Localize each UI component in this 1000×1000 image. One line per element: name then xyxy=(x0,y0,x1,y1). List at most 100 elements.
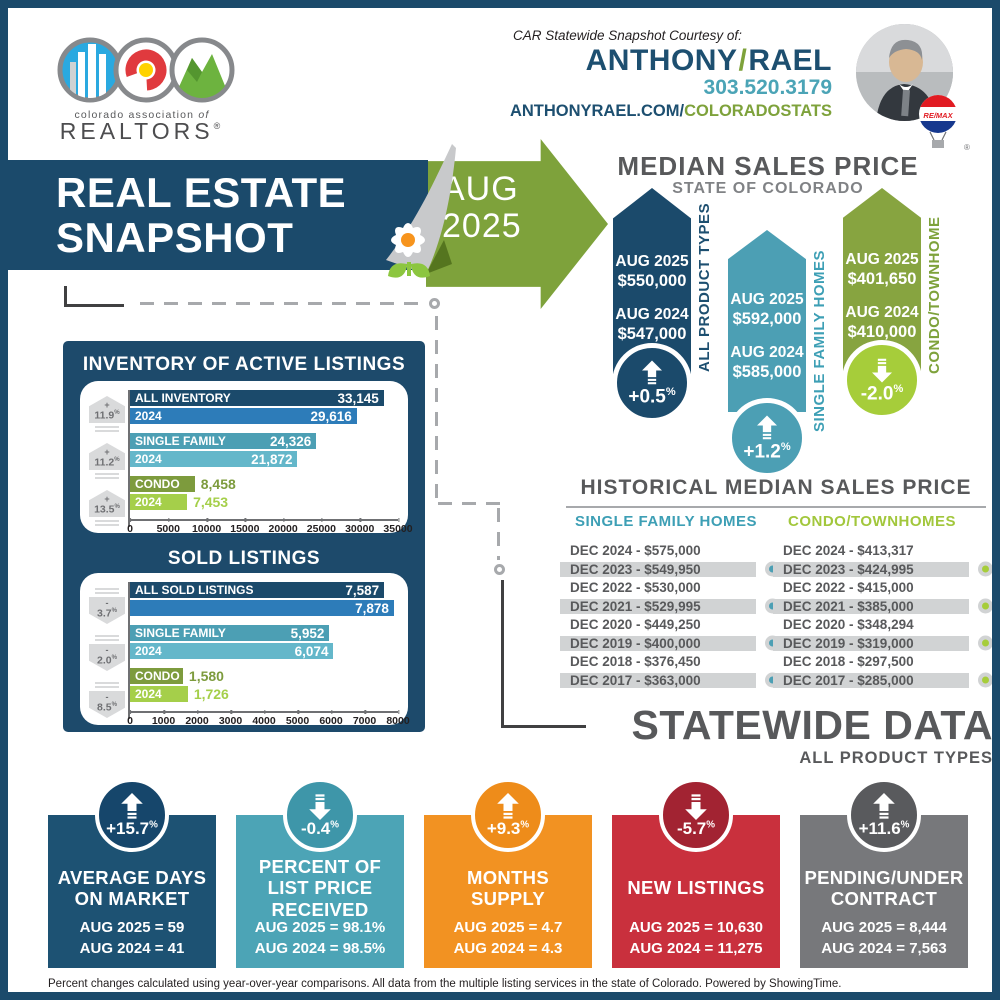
change-marker-up: +11.9% xyxy=(89,396,125,432)
kpi-percent-of-list-price: -0.4% PERCENT OF LIST PRICE RECEIVED AUG… xyxy=(236,778,404,968)
historical-row: DEC 2024 - $413,317 xyxy=(783,543,914,559)
inventory-chart-title: INVENTORY OF ACTIVE LISTINGS xyxy=(82,354,406,375)
bar-row: 2024 1,726 xyxy=(130,686,398,702)
inventory-x-axis: 0 5000 10000 15000 20000 25000 30000 35000 xyxy=(127,518,413,535)
kpi-title: PERCENT OF LIST PRICE RECEIVED xyxy=(258,856,382,920)
connector-dashed-line xyxy=(497,508,500,560)
kpi-change-value: -0.4% xyxy=(300,819,340,838)
connector-node xyxy=(429,298,440,309)
median-change-value: +1.2% xyxy=(743,440,791,463)
change-marker-up: +11.2% xyxy=(89,443,125,479)
inventory-plot-area: ALL INVENTORY 33,145 2024 29,616 SINGLE FA… xyxy=(127,390,413,535)
historical-row-highlight: DEC 2017 - $285,000 xyxy=(773,672,992,688)
bar-row: 2024 21,872 xyxy=(130,451,398,467)
historical-row-highlight: DEC 2019 - $319,000 xyxy=(773,635,992,651)
historical-row: DEC 2018 - $376,450 xyxy=(570,654,701,670)
connector-bracket xyxy=(64,286,124,307)
courtesy-text: CAR Statewide Snapshot Courtesy of: xyxy=(513,28,742,43)
banner-month: AUG xyxy=(442,170,519,208)
connector-dashed-line xyxy=(140,302,426,305)
logo-line2: REALTORS® xyxy=(60,118,225,144)
connector-dashed-line xyxy=(438,502,500,505)
down-arrow-icon xyxy=(872,358,892,383)
kpi-stats: AUG 2025 = 4.7 AUG 2024 = 4.3 xyxy=(453,919,563,957)
historical-row-highlight: DEC 2019 - $400,000 xyxy=(560,635,780,651)
down-arrow-icon xyxy=(685,794,707,820)
green-dot-icon xyxy=(978,635,992,651)
kpi-change-value: -5.7% xyxy=(676,819,716,838)
kpi-stats: AUG 2025 = 59 AUG 2024 = 41 xyxy=(79,919,185,957)
bar-row: 7,878 xyxy=(130,600,398,616)
bar-row: 2024 6,074 xyxy=(130,643,398,659)
kpi-change-circle: +15.7% xyxy=(95,778,169,852)
kpi-change-value: +15.7% xyxy=(106,819,158,838)
kpi-stats: AUG 2025 = 8,444 AUG 2024 = 7,563 xyxy=(821,919,947,957)
sold-chart-title: SOLD LISTINGS xyxy=(167,548,321,569)
up-arrow-icon xyxy=(757,415,777,440)
footer-disclaimer: Percent changes calculated using year-ov… xyxy=(48,978,842,990)
agent-name-slash: / xyxy=(738,44,748,77)
bar-row: CONDO 1,580 xyxy=(130,668,398,684)
website-main: ANTHONYRAEL.COM/ xyxy=(509,102,685,120)
up-arrow-icon xyxy=(497,793,519,819)
bar-row: SINGLE FAMILY 24,326 xyxy=(130,433,398,449)
median-change-circle-single-family: +1.2% xyxy=(727,398,807,478)
median-category-label: CONDO/TOWNHOME xyxy=(926,216,943,374)
green-dot-icon xyxy=(978,672,992,688)
inventory-chart: +11.9% +11.2% +13.5% ALL INVENTORY 33,145 xyxy=(80,381,413,535)
sold-plot-area: ALL SOLD LISTINGS 7,587 7,878 SINGLE FAMI… xyxy=(127,582,410,727)
green-dot-icon xyxy=(978,598,992,614)
kpi-change-circle: -0.4% xyxy=(283,778,357,852)
flower-icon xyxy=(388,223,430,278)
bar-row: ALL SOLD LISTINGS 7,587 xyxy=(130,582,398,598)
up-arrow-icon xyxy=(642,360,662,385)
statewide-subtitle: ALL PRODUCT TYPES xyxy=(799,749,993,767)
connector-node xyxy=(494,564,505,575)
kpi-title: PENDING/UNDER CONTRACT xyxy=(804,866,964,909)
historical-row: DEC 2022 - $415,000 xyxy=(783,580,914,596)
agent-name: ANTHONY/RAEL xyxy=(586,44,832,78)
kpi-change-value: +9.3% xyxy=(486,819,530,838)
median-change-value: +0.5% xyxy=(628,385,676,408)
median-row: AUG 2024 $585,000 xyxy=(730,343,804,381)
sold-x-axis: 0 1000 2000 3000 4000 5000 6000 7000 8000 xyxy=(127,710,410,727)
kpi-change-value: +11.6% xyxy=(858,819,910,838)
up-arrow-icon xyxy=(121,793,143,819)
banner-title: REAL ESTATE SNAPSHOT xyxy=(56,170,346,261)
kpi-stats: AUG 2025 = 10,630 AUG 2024 = 11,275 xyxy=(629,919,763,957)
green-dot-icon xyxy=(978,561,992,577)
kpi-months-supply: +9.3% MONTHS SUPPLY AUG 2025 = 4.7 AUG 20… xyxy=(424,778,592,968)
sold-chart: -3.7% -2.0% -8.5% ALL SOLD LISTINGS 7,587… xyxy=(80,573,410,727)
bar-row: CONDO 8,458 xyxy=(130,476,398,492)
historical-col-header-sfh: SINGLE FAMILY HOMES xyxy=(575,513,758,530)
agent-website-link[interactable]: ANTHONYRAEL.COM/COLORADOSTATS xyxy=(510,102,832,121)
historical-row-highlight: DEC 2017 - $363,000 xyxy=(560,672,780,688)
historical-col-header-condo: CONDO/TOWNHOMES xyxy=(788,513,957,530)
banner-date: AUG 2025 xyxy=(442,171,522,244)
kpi-change-circle: -5.7% xyxy=(659,778,733,852)
median-arrow-single-family: AUG 2025 $592,000 AUG 2024 $585,000 xyxy=(728,230,806,412)
kpi-average-days-on-market: +15.7% AVERAGE DAYS ON MARKET AUG 2025 =… xyxy=(48,778,216,968)
down-arrow-icon xyxy=(309,794,331,820)
connector-dashed-line xyxy=(435,316,438,502)
median-arrow-condo-townhome: AUG 2025 $401,650 AUG 2024 $410,000 xyxy=(843,188,921,374)
car-logo: colorado association of REALTORS® xyxy=(57,37,235,144)
median-change-circle-all-product-types: +0.5% xyxy=(612,343,692,423)
logo-line1: colorado association of xyxy=(74,109,209,121)
median-category-label: SINGLE FAMILY HOMES xyxy=(811,249,828,432)
median-change-circle-condo-townhome: -2.0% xyxy=(842,340,922,420)
remax-label: RE/MAX xyxy=(923,111,953,120)
bar-row: SINGLE FAMILY 5,952 xyxy=(130,625,398,641)
historical-row: DEC 2024 - $575,000 xyxy=(570,543,701,559)
banner-title-line2: SNAPSHOT xyxy=(56,214,294,262)
agent-first-name: ANTHONY xyxy=(585,44,738,77)
historical-row-highlight: DEC 2023 - $424,995 xyxy=(773,561,992,577)
median-section-subtitle: STATE OF COLORADO xyxy=(672,180,864,197)
historical-row-highlight: DEC 2021 - $529,995 xyxy=(560,598,780,614)
kpi-stats: AUG 2025 = 98.1% AUG 2024 = 98.5% xyxy=(254,919,386,957)
kpi-title: NEW LISTINGS xyxy=(627,877,765,899)
change-marker-down: -8.5% xyxy=(89,682,125,718)
kpi-title: MONTHS SUPPLY xyxy=(467,866,549,909)
remax-reg-mark: ® xyxy=(964,143,970,152)
